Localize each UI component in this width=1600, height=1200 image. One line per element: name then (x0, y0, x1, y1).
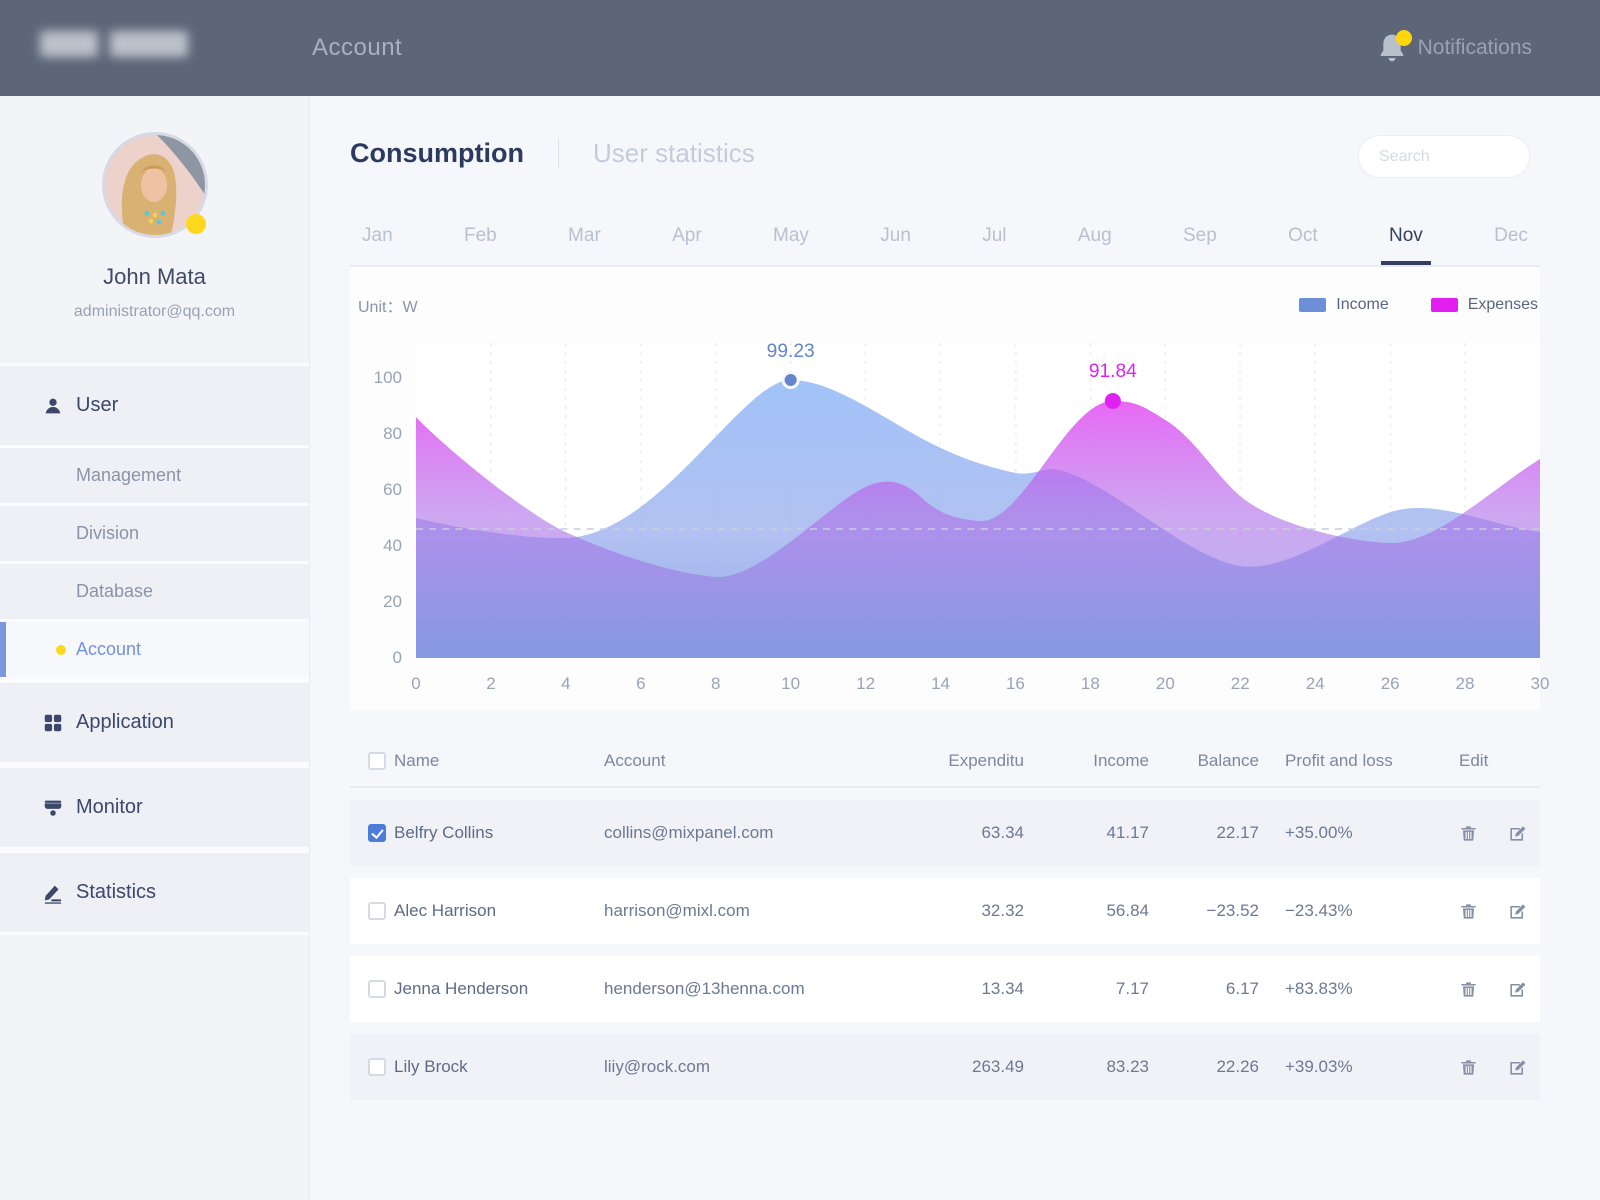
application-grid-icon (42, 712, 64, 734)
avatar[interactable] (101, 132, 208, 238)
row-checkbox[interactable] (368, 902, 386, 920)
sidebar: John Mata administrator@qq.com User Mana… (0, 96, 310, 1200)
month-tab-mar[interactable]: Mar (568, 225, 601, 246)
delete-icon[interactable] (1459, 902, 1478, 921)
notification-badge (1395, 30, 1412, 46)
user-email: administrator@qq.com (73, 303, 236, 320)
income-swatch (1299, 298, 1327, 312)
sidebar-item-statistics[interactable]: Statistics (0, 850, 309, 935)
accounts-table: Name Account Expenditu Income Balance Pr… (350, 736, 1540, 1100)
table-row: Alec Harrison harrison@mixl.com 32.32 56… (350, 878, 1540, 944)
month-tab-nov[interactable]: Nov (1381, 225, 1431, 265)
sidebar-item-user[interactable]: User (0, 363, 309, 448)
bell-icon (1376, 30, 1412, 64)
delete-icon[interactable] (1459, 980, 1478, 999)
edit-icon[interactable] (1508, 824, 1527, 843)
user-icon (42, 395, 64, 417)
chart-plot-area[interactable]: 99.23 91.84 (416, 343, 1540, 658)
tab-user-statistics[interactable]: User statistics (592, 138, 755, 168)
sidebar-item-database[interactable]: Database (0, 564, 309, 622)
expenses-swatch (1430, 298, 1458, 312)
sidebar-item-division[interactable]: Division (0, 506, 309, 564)
month-tab-sep[interactable]: Sep (1182, 225, 1217, 246)
sidebar-menu: User Management Division Database Accoun… (0, 363, 309, 935)
search-input[interactable] (1358, 135, 1530, 178)
select-all-checkbox[interactable] (368, 752, 386, 770)
camera-dome-icon (42, 797, 64, 819)
status-dot (185, 214, 206, 234)
row-checkbox[interactable] (368, 824, 386, 842)
sidebar-item-monitor[interactable]: Monitor (0, 765, 309, 850)
view-tabs: Consumption User statistics (350, 135, 1540, 178)
sidebar-item-account[interactable]: Account (0, 622, 309, 680)
y-axis: 100 80 60 40 20 0 (373, 368, 402, 667)
tab-consumption[interactable]: Consumption (350, 138, 524, 168)
legend-expenses: Expenses (1430, 296, 1538, 314)
expenses-area (416, 401, 1540, 658)
month-tab-oct[interactable]: Oct (1288, 225, 1318, 246)
chart-unit-label: Unit：W (358, 299, 418, 316)
month-tab-jun[interactable]: Jun (880, 225, 911, 246)
app-header: Account Notifications (0, 0, 1600, 96)
row-checkbox[interactable] (368, 1058, 386, 1076)
month-tab-aug[interactable]: Aug (1077, 225, 1112, 246)
delete-icon[interactable] (1459, 824, 1478, 843)
table-row: Lily Brock liiy@rock.com 263.49 83.23 22… (350, 1034, 1540, 1100)
edit-icon[interactable] (1508, 1058, 1527, 1077)
tab-divider (557, 138, 559, 169)
profile-block: John Mata administrator@qq.com (0, 96, 309, 321)
sidebar-item-application[interactable]: Application (0, 680, 309, 765)
area-chart-svg: 99.23 91.84 (416, 343, 1540, 658)
income-peak-label: 99.23 (767, 343, 815, 362)
edit-icon[interactable] (1508, 902, 1527, 921)
sidebar-item-management[interactable]: Management (0, 448, 309, 506)
table-header: Name Account Expenditu Income Balance Pr… (350, 736, 1540, 788)
table-row: Belfry Collins collins@mixpanel.com 63.3… (350, 800, 1540, 866)
delete-icon[interactable] (1459, 1058, 1478, 1077)
expenses-peak-label: 91.84 (1089, 361, 1137, 382)
consumption-chart: Unit：W Income Expenses 100 80 60 40 20 0 (350, 267, 1550, 710)
avatar-image (104, 135, 205, 235)
month-tab-may[interactable]: May (773, 225, 809, 246)
main-content: Consumption User statistics Jan Feb Mar … (310, 96, 1600, 1200)
expenses-peak-dot (1104, 393, 1121, 409)
month-tab-jul[interactable]: Jul (982, 225, 1007, 246)
month-tab-jan[interactable]: Jan (362, 225, 393, 246)
edit-icon[interactable] (1508, 980, 1527, 999)
chart-legend: Income Expenses (1299, 296, 1538, 314)
active-dot (56, 644, 66, 655)
user-name: John Mata (103, 264, 206, 289)
notifications-button[interactable]: Notifications (1376, 30, 1532, 64)
pencil-stats-icon (42, 882, 64, 904)
notifications-label: Notifications (1417, 36, 1532, 59)
legend-income: Income (1299, 296, 1389, 314)
page-title: Account (312, 34, 403, 61)
x-axis: 0 2 4 6 8 10 12 14 16 18 20 22 24 26 28 … (411, 674, 1550, 693)
income-peak-dot (781, 371, 800, 389)
month-tabs: Jan Feb Mar Apr May Jun Jul Aug Sep Oct … (350, 225, 1540, 267)
month-tab-dec[interactable]: Dec (1494, 225, 1528, 246)
month-tab-apr[interactable]: Apr (672, 225, 702, 246)
month-tab-feb[interactable]: Feb (463, 225, 497, 246)
row-checkbox[interactable] (368, 980, 386, 998)
app-logo (40, 31, 200, 65)
table-row: Jenna Henderson henderson@13henna.com 13… (350, 956, 1540, 1022)
